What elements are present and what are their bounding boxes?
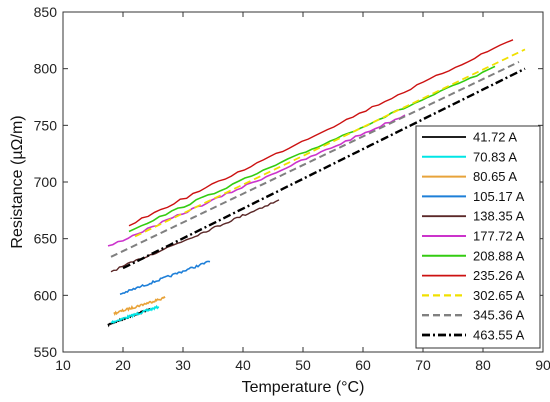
x-tick-label: 50 xyxy=(295,357,311,373)
legend-label: 177.72 A xyxy=(473,229,525,244)
x-tick-label: 80 xyxy=(475,357,491,373)
legend: 41.72 A 70.83 A 80.65 A 105.17 A 138.35 A 177… xyxy=(415,125,541,349)
y-tick-label: 550 xyxy=(34,344,58,360)
y-tick-label: 600 xyxy=(34,287,58,303)
series-line xyxy=(119,260,211,295)
legend-label: 105.17 A xyxy=(473,189,525,204)
series-line xyxy=(134,48,526,238)
y-axis-title: Resistance (µΩ/m) xyxy=(9,115,26,248)
y-tick-label: 750 xyxy=(34,117,58,133)
legend-label: 41.72 A xyxy=(473,130,517,145)
x-tick-label: 90 xyxy=(535,357,550,373)
axis-ticks: 10 20 30 40 50 60 70 80 90 550 600 650 700 750 800 850 xyxy=(34,4,550,373)
series-line xyxy=(128,39,514,227)
series-line xyxy=(122,67,526,270)
series-line xyxy=(128,65,496,233)
y-tick-label: 650 xyxy=(34,231,58,247)
x-tick-label: 60 xyxy=(355,357,371,373)
legend-label: 345.36 A xyxy=(473,308,525,323)
x-tick-label: 10 xyxy=(55,357,71,373)
legend-label: 463.55 A xyxy=(473,328,525,343)
x-tick-label: 70 xyxy=(415,357,431,373)
y-tick-label: 850 xyxy=(34,4,58,20)
series-line xyxy=(113,295,166,316)
series-line xyxy=(110,304,160,325)
y-tick-label: 700 xyxy=(34,174,58,190)
legend-label: 208.88 A xyxy=(473,248,525,263)
series-line xyxy=(110,60,520,258)
legend-label: 235.26 A xyxy=(473,268,525,283)
legend-label: 80.65 A xyxy=(473,169,517,184)
legend-label: 70.83 A xyxy=(473,149,517,164)
x-tick-label: 20 xyxy=(115,357,131,373)
x-axis-title: Temperature (°C) xyxy=(242,379,365,396)
series-layer xyxy=(107,39,526,328)
legend-label: 302.65 A xyxy=(473,288,525,303)
y-tick-label: 800 xyxy=(34,61,58,77)
legend-label: 138.35 A xyxy=(473,209,525,224)
x-tick-label: 40 xyxy=(235,357,251,373)
x-tick-label: 30 xyxy=(175,357,191,373)
